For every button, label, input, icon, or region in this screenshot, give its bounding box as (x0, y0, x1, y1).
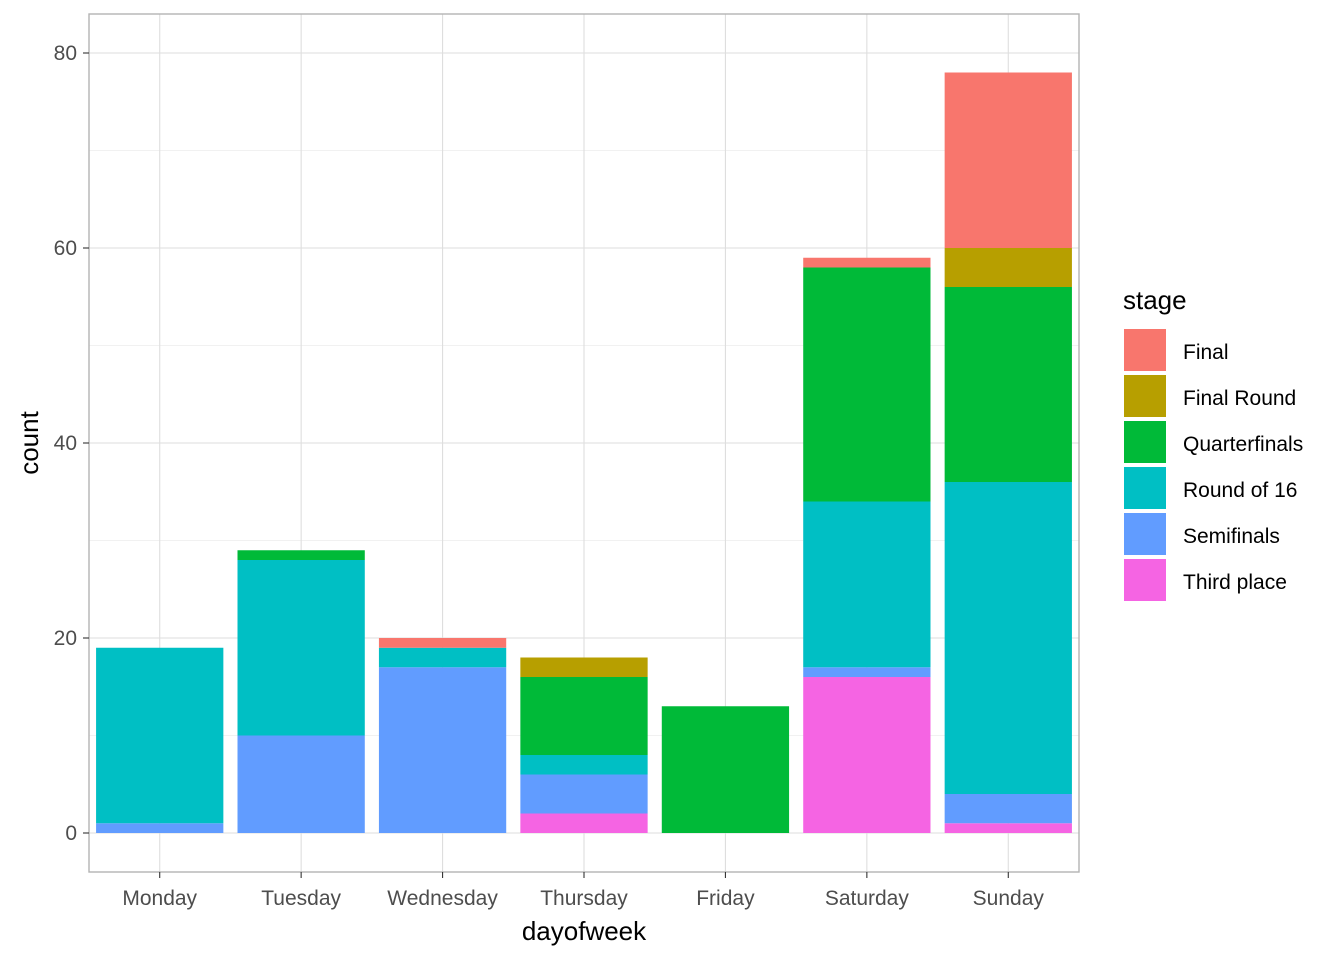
legend-label-third-place: Third place (1183, 571, 1287, 594)
y-axis-title: count (14, 410, 44, 474)
bar-tuesday-semifinals (237, 735, 365, 833)
legend-key-third-place (1124, 559, 1166, 601)
bar-thursday-third-place (520, 813, 648, 833)
bar-wednesday-round-of-16 (378, 647, 507, 668)
x-tick-label-friday: Friday (696, 887, 755, 910)
legend-label-round-of-16: Round of 16 (1183, 479, 1297, 502)
legend-label-quarterfinals: Quarterfinals (1183, 433, 1303, 456)
x-axis-title: dayofweek (522, 916, 647, 946)
x-tick-label-thursday: Thursday (540, 887, 628, 910)
bar-sunday-final (944, 72, 1072, 248)
x-tick-label-sunday: Sunday (973, 887, 1045, 910)
y-tick-label: 40 (54, 432, 77, 455)
legend-key-final-round (1124, 375, 1166, 417)
bar-wednesday-semifinals (378, 667, 507, 833)
bar-saturday-final (803, 257, 931, 268)
bar-thursday-round-of-16 (520, 755, 648, 775)
x-tick-label-tuesday: Tuesday (261, 887, 341, 910)
bar-monday-semifinals (96, 823, 224, 833)
legend-label-final-round: Final Round (1183, 387, 1296, 410)
legend-label-final: Final (1183, 341, 1229, 364)
legend-key-final (1124, 329, 1166, 371)
axis-ticks: 0 20 40 60 80 Monday Tuesday Wednesday Thursday F… (54, 42, 1045, 910)
y-tick-label: 0 (65, 822, 77, 845)
y-tick-label: 20 (54, 627, 77, 650)
x-tick-label-monday: Monday (122, 887, 197, 910)
y-tick-label: 80 (54, 42, 77, 65)
bar-sunday-round-of-16 (944, 482, 1072, 794)
legend-key-round-of-16 (1124, 467, 1166, 509)
bar-saturday-semifinals (803, 667, 931, 677)
bar-sunday-third-place (944, 823, 1072, 833)
bar-tuesday-round-of-16 (237, 560, 365, 736)
bars (96, 72, 1072, 833)
bar-thursday-semifinals (520, 774, 648, 814)
legend-key-semifinals (1124, 513, 1166, 555)
bar-sunday-quarterfinals (944, 287, 1072, 482)
legend-key-quarterfinals (1124, 421, 1166, 463)
legend-title: stage (1123, 285, 1187, 315)
x-tick-label-wednesday: Wednesday (387, 887, 498, 910)
bar-thursday-quarterfinals (520, 677, 648, 755)
y-tick-label: 60 (54, 237, 77, 260)
x-tick-label-saturday: Saturday (825, 887, 910, 910)
bar-saturday-round-of-16 (803, 501, 931, 668)
legend: stage Final Final Round Quarterfinals Round… (1123, 285, 1303, 601)
legend-label-semifinals: Semifinals (1183, 525, 1280, 548)
bar-tuesday-quarterfinals (237, 550, 365, 560)
bar-sunday-semifinals (944, 794, 1072, 824)
bar-thursday-final-round (520, 657, 648, 677)
bar-wednesday-final (378, 638, 507, 648)
bar-sunday-final-round (944, 248, 1072, 287)
bar-friday-quarterfinals (661, 706, 790, 833)
bar-saturday-quarterfinals (803, 267, 931, 502)
bar-saturday-third-place (803, 677, 931, 833)
bar-monday-round-of-16 (96, 647, 224, 824)
